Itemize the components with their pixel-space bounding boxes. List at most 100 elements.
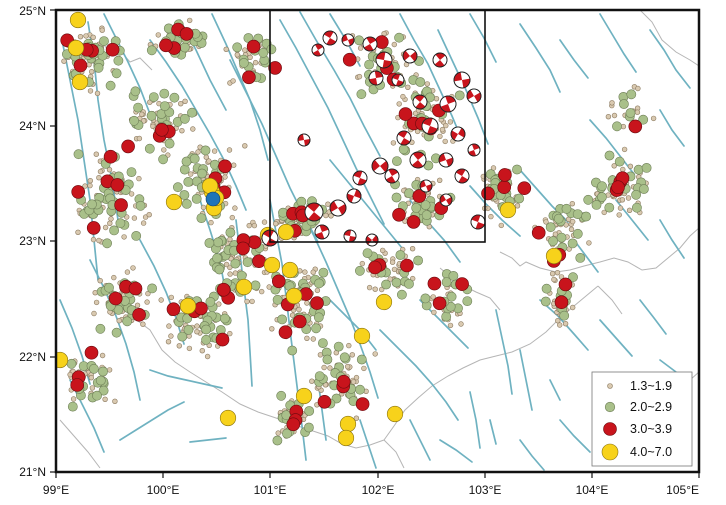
micro-earthquake xyxy=(90,236,97,243)
small-earthquake xyxy=(441,277,452,287)
moderate-earthquake xyxy=(558,277,573,292)
small-earthquake xyxy=(404,278,414,289)
micro-earthquake xyxy=(498,222,504,229)
small-earthquake xyxy=(391,192,402,203)
small-earthquake xyxy=(93,62,104,73)
micro-earthquake xyxy=(350,379,357,385)
small-earthquake xyxy=(311,323,321,334)
focal-mechanism-beachball xyxy=(304,202,324,222)
moderate-earthquake xyxy=(194,301,208,316)
legend-symbol-micro xyxy=(607,383,613,389)
small-earthquake xyxy=(512,164,522,175)
micro-earthquake xyxy=(176,343,183,349)
micro-earthquake xyxy=(227,330,233,337)
micro-earthquake xyxy=(353,415,360,421)
micro-earthquake xyxy=(87,178,94,184)
micro-earthquake xyxy=(554,270,561,276)
micro-earthquake xyxy=(304,335,310,341)
micro-earthquake xyxy=(112,398,118,404)
small-earthquake xyxy=(135,200,146,211)
focal-mechanism-beachball xyxy=(466,88,482,104)
moderate-earthquake xyxy=(531,225,546,240)
small-earthquake xyxy=(420,200,431,210)
micro-earthquake xyxy=(121,234,127,240)
small-earthquake xyxy=(146,110,157,121)
y-tick-label: 21°N xyxy=(19,465,46,479)
small-earthquake xyxy=(95,375,106,386)
micro-earthquake xyxy=(165,339,172,345)
micro-earthquake xyxy=(99,27,105,33)
focal-mechanism-beachball xyxy=(470,214,486,230)
small-earthquake xyxy=(73,149,84,160)
highlighted-earthquake xyxy=(205,191,221,207)
small-earthquake xyxy=(130,86,141,97)
small-earthquake xyxy=(189,153,200,164)
moderate-earthquake xyxy=(412,189,427,203)
micro-earthquake xyxy=(314,287,321,294)
micro-earthquake xyxy=(568,226,575,233)
moderate-earthquake xyxy=(342,52,357,67)
small-earthquake xyxy=(583,194,594,205)
micro-earthquake xyxy=(61,58,67,64)
micro-earthquake xyxy=(88,375,95,381)
micro-earthquake xyxy=(190,126,196,132)
micro-earthquake xyxy=(136,135,143,142)
micro-earthquake xyxy=(90,34,96,40)
micro-earthquake xyxy=(321,364,327,371)
small-earthquake xyxy=(632,202,642,213)
moderate-earthquake xyxy=(554,295,569,310)
large-earthquake xyxy=(277,223,295,241)
micro-earthquake xyxy=(344,363,351,370)
small-earthquake xyxy=(266,44,277,55)
small-earthquake xyxy=(179,164,190,175)
moderate-earthquake xyxy=(73,58,88,73)
micro-earthquake xyxy=(269,326,275,332)
small-earthquake xyxy=(619,99,629,109)
micro-earthquake xyxy=(634,109,641,115)
small-earthquake xyxy=(277,314,287,325)
small-earthquake xyxy=(396,289,407,300)
micro-earthquake xyxy=(626,207,633,214)
micro-earthquake xyxy=(227,271,233,277)
micro-earthquake xyxy=(124,269,131,275)
micro-earthquake xyxy=(552,231,559,237)
micro-earthquake xyxy=(187,17,193,24)
small-earthquake xyxy=(355,384,365,395)
moderate-earthquake xyxy=(128,281,143,296)
small-earthquake xyxy=(462,296,473,306)
micro-earthquake xyxy=(234,52,241,58)
micro-earthquake xyxy=(569,201,575,207)
micro-earthquake xyxy=(555,318,561,324)
small-earthquake xyxy=(179,113,190,124)
focal-mechanism-beachball xyxy=(419,179,433,193)
small-earthquake xyxy=(212,253,222,264)
small-earthquake xyxy=(633,164,644,175)
small-earthquake xyxy=(398,144,409,155)
x-tick-label: 103°E xyxy=(469,483,502,497)
micro-earthquake xyxy=(227,236,233,243)
y-tick-label: 23°N xyxy=(19,234,46,248)
micro-earthquake xyxy=(186,345,193,352)
micro-earthquake xyxy=(346,342,352,349)
small-earthquake xyxy=(66,358,77,369)
small-earthquake xyxy=(454,90,465,101)
large-earthquake xyxy=(353,327,371,345)
micro-earthquake xyxy=(108,216,114,222)
small-earthquake xyxy=(238,58,249,68)
focal-mechanism-beachball xyxy=(346,188,362,204)
micro-earthquake xyxy=(188,171,194,177)
micro-earthquake xyxy=(96,175,102,181)
moderate-earthquake xyxy=(103,149,118,164)
small-earthquake xyxy=(92,390,102,401)
small-earthquake xyxy=(638,114,649,125)
moderate-earthquake xyxy=(218,159,232,174)
micro-earthquake xyxy=(111,274,117,281)
micro-earthquake xyxy=(88,68,95,75)
small-earthquake xyxy=(314,278,324,289)
large-earthquake xyxy=(69,11,87,29)
small-earthquake xyxy=(317,338,328,348)
small-earthquake xyxy=(626,89,637,100)
moderate-earthquake xyxy=(114,198,128,212)
micro-earthquake xyxy=(102,396,108,402)
focal-mechanism-beachball xyxy=(375,51,393,69)
